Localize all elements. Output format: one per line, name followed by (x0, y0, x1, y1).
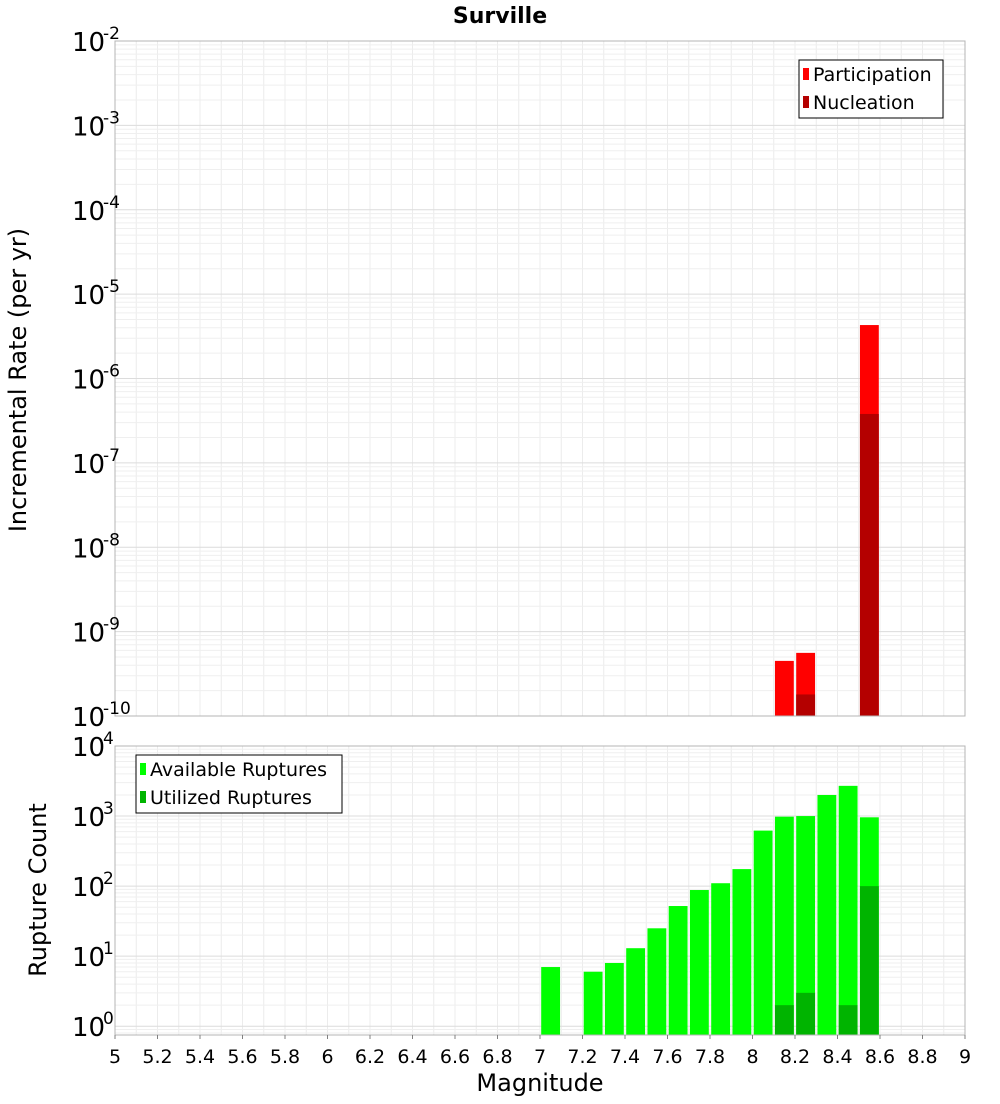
bar-primary (604, 962, 624, 1035)
x-tick-label: 7.2 (567, 1046, 597, 1068)
x-tick-label: 8.4 (822, 1046, 852, 1068)
x-tick-label: 8.8 (907, 1046, 937, 1068)
x-tick-label: 5.4 (185, 1046, 215, 1068)
x-tick-label: 7.6 (652, 1046, 682, 1068)
chart-title: Surville (453, 4, 547, 29)
bar-primary (668, 906, 688, 1035)
y-tick-label-exponent: -4 (103, 193, 120, 213)
bar-primary (689, 890, 709, 1035)
bar-primary (583, 971, 603, 1035)
x-tick-label: 5 (109, 1046, 121, 1068)
bar-secondary (774, 1005, 794, 1035)
y-tick-label-exponent: -3 (103, 108, 120, 128)
y-tick-label-exponent: 1 (103, 939, 114, 959)
legend-swatch (140, 763, 146, 775)
x-tick-label: 5.8 (270, 1046, 300, 1068)
y-tick-label-base: 10 (72, 619, 105, 649)
plot-frame (114, 40, 966, 717)
bar-secondary (796, 992, 816, 1035)
y-tick-label-base: 10 (72, 112, 105, 142)
legend-entry-label: Utilized Ruptures (150, 787, 312, 809)
y-tick-label-exponent: 2 (103, 869, 114, 889)
y-tick-label-base: 10 (72, 1013, 105, 1043)
y-tick-label-exponent: 3 (103, 799, 114, 819)
x-tick-label: 6.2 (355, 1046, 385, 1068)
legend-swatch (803, 68, 809, 80)
y-tick-label-base: 10 (72, 943, 105, 973)
x-tick-label: 5.6 (227, 1046, 257, 1068)
y-tick-label-exponent: -9 (103, 615, 120, 635)
legend-box (798, 59, 944, 119)
y-tick-label-exponent: 0 (103, 1009, 114, 1029)
x-tick-label: 6.6 (440, 1046, 470, 1068)
x-tick-label: 8 (746, 1046, 758, 1068)
x-tick-label: 8.6 (865, 1046, 895, 1068)
y-tick-label-base: 10 (72, 873, 105, 903)
x-tick-label: 6.8 (482, 1046, 512, 1068)
y-tick-label-exponent: -6 (103, 362, 120, 382)
bar-primary (774, 816, 794, 1035)
top-y-axis-label: Incremental Rate (per yr) (4, 228, 32, 532)
bar-primary (732, 869, 752, 1035)
legend-entry-label: Nucleation (813, 92, 915, 114)
legend-swatch (140, 791, 146, 803)
legend-entry-label: Available Ruptures (150, 759, 327, 781)
bar-primary (626, 948, 646, 1035)
x-tick-label: 6.4 (397, 1046, 427, 1068)
y-tick-label-base: 10 (72, 197, 105, 227)
x-tick-label: 9 (959, 1046, 971, 1068)
y-tick-label-base: 10 (72, 366, 105, 396)
bar-secondary (859, 886, 879, 1035)
x-tick-label: 7.4 (610, 1046, 640, 1068)
bar-primary (753, 830, 773, 1035)
y-tick-label-exponent: -7 (103, 446, 120, 466)
y-tick-label-base: 10 (72, 281, 105, 311)
bar-primary (647, 928, 667, 1035)
x-tick-label: 5.2 (142, 1046, 172, 1068)
y-tick-label-exponent: -10 (103, 699, 131, 719)
bar-primary (541, 967, 561, 1035)
bottom-y-axis-label: Rupture Count (24, 803, 52, 977)
bar-primary (796, 816, 816, 1035)
y-tick-label-base: 10 (72, 703, 105, 733)
legend-box (135, 754, 343, 814)
top-panel: 10-1010-910-810-710-610-510-410-310-2Par… (72, 24, 966, 733)
bar-primary (817, 794, 837, 1035)
x-tick-label: 8.2 (780, 1046, 810, 1068)
bar-secondary (838, 1005, 858, 1035)
y-tick-label-base: 10 (72, 803, 105, 833)
bar-primary (838, 785, 858, 1035)
y-tick-label-base: 10 (72, 450, 105, 480)
bar-primary (711, 883, 731, 1035)
y-tick-label-exponent: -8 (103, 530, 120, 550)
bar-primary (774, 660, 794, 716)
x-tick-label: 6 (321, 1046, 333, 1068)
x-tick-label: 7.8 (695, 1046, 725, 1068)
bar-secondary (859, 413, 879, 716)
x-axis-label: Magnitude (476, 1069, 603, 1097)
bar-secondary (796, 694, 816, 716)
x-tick-label: 7 (534, 1046, 546, 1068)
y-tick-label-base: 10 (72, 733, 105, 763)
legend-entry-label: Participation (813, 64, 932, 86)
y-tick-label-base: 10 (72, 28, 105, 58)
y-tick-label-exponent: -5 (103, 277, 120, 297)
y-tick-label-base: 10 (72, 534, 105, 564)
legend-swatch (803, 96, 809, 108)
y-tick-label-exponent: 4 (103, 729, 114, 749)
y-tick-label-exponent: -2 (103, 24, 120, 44)
